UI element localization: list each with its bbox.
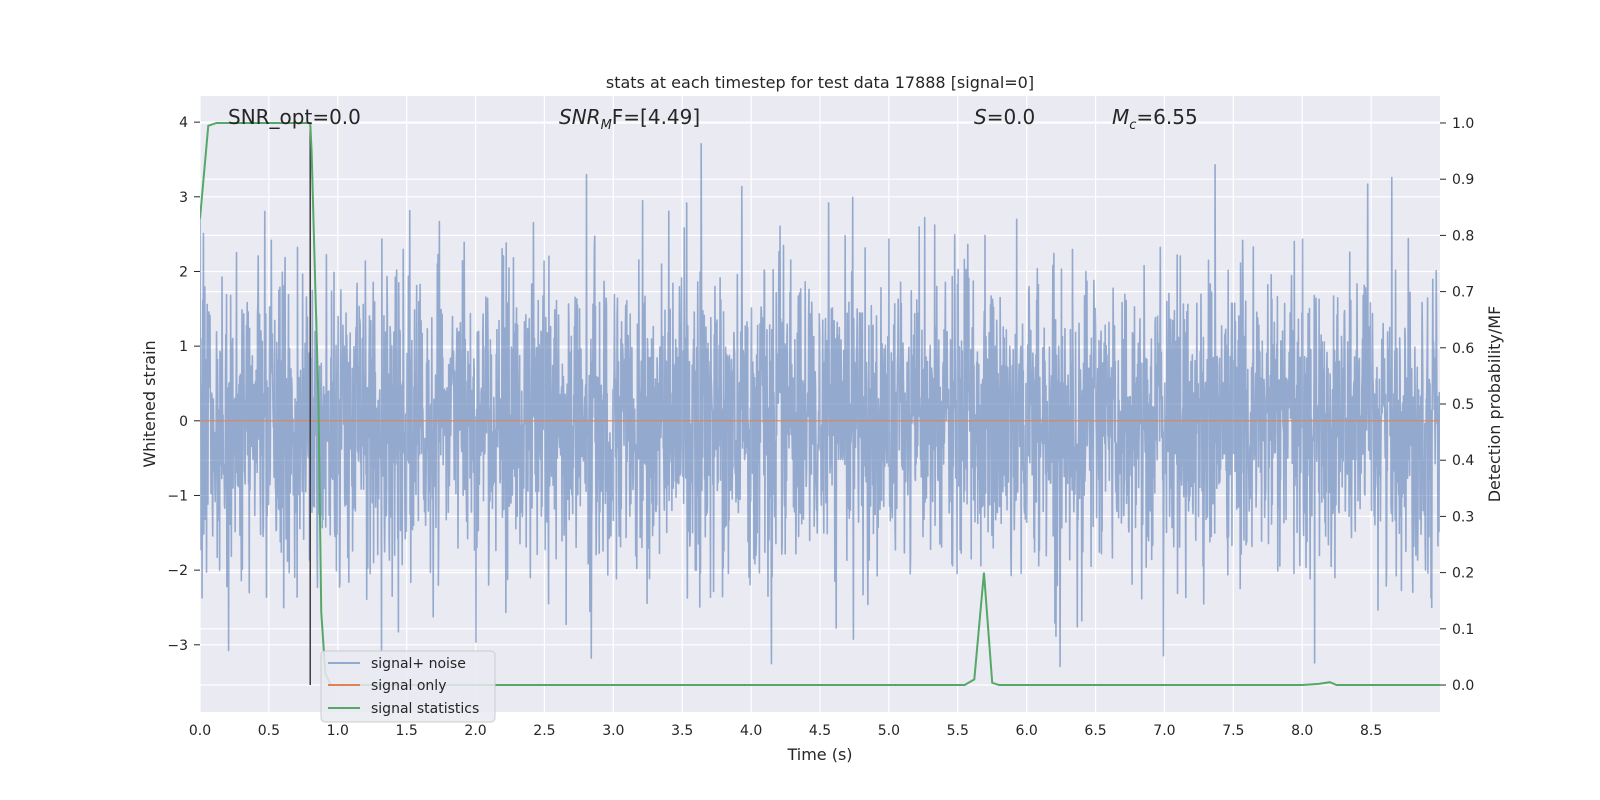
x-tick-label: 4.5 bbox=[809, 723, 831, 739]
x-tick-label: 6.5 bbox=[1084, 723, 1106, 739]
right-tick-label: 0.2 bbox=[1452, 566, 1474, 582]
y-tick-label: −3 bbox=[167, 638, 188, 654]
x-tick-label: 8.0 bbox=[1291, 723, 1313, 739]
annotation-mc: Mc=6.55 bbox=[1112, 105, 1198, 133]
y-tick-label: 2 bbox=[179, 264, 188, 280]
legend: signal+ noise signal only signal statist… bbox=[320, 650, 496, 723]
legend-label-signal-only: signal only bbox=[371, 678, 446, 694]
x-tick-label: 2.0 bbox=[464, 723, 486, 739]
x-tick-label: 6.0 bbox=[1016, 723, 1038, 739]
annotation-snr-opt: SNR_opt=0.0 bbox=[228, 105, 361, 129]
right-tick-label: 0.3 bbox=[1452, 509, 1474, 525]
right-axis-label: Detection probability/MF bbox=[1485, 306, 1504, 503]
x-tick-label: 5.5 bbox=[947, 723, 969, 739]
annotation-snr-mf-sub: M bbox=[601, 118, 612, 133]
x-tick-label: 0.5 bbox=[258, 723, 280, 739]
x-tick-label: 7.5 bbox=[1222, 723, 1244, 739]
right-tick-label: 0.9 bbox=[1452, 172, 1474, 188]
x-tick-label: 4.0 bbox=[740, 723, 762, 739]
x-tick-label: 5.0 bbox=[878, 723, 900, 739]
right-tick-label: 0.1 bbox=[1452, 622, 1474, 638]
x-tick-label: 0.0 bbox=[189, 723, 211, 739]
x-tick-label: 8.5 bbox=[1360, 723, 1382, 739]
right-tick-label: 0.4 bbox=[1452, 453, 1474, 469]
right-tick-label: 0.0 bbox=[1452, 678, 1474, 694]
series-signal-statistics bbox=[200, 121, 1440, 687]
right-tick-label: 0.6 bbox=[1452, 341, 1474, 357]
right-tick-label: 0.5 bbox=[1452, 397, 1474, 413]
x-axis-label: Time (s) bbox=[786, 745, 852, 764]
right-tick-label: 1.0 bbox=[1452, 116, 1474, 132]
right-tick-label: 0.8 bbox=[1452, 228, 1474, 244]
annotation-s: S=0.0 bbox=[974, 105, 1035, 129]
annotation-snr-mf-rest: F=[4.49] bbox=[612, 105, 700, 129]
annotation-snr-mf-main: SNR bbox=[559, 105, 601, 129]
x-tick-label: 1.5 bbox=[396, 723, 418, 739]
annotation-mc-rest: =6.55 bbox=[1136, 105, 1197, 129]
legend-box bbox=[320, 650, 496, 723]
x-tick-label: 3.5 bbox=[671, 723, 693, 739]
annotation-s-main: S bbox=[974, 105, 987, 129]
right-tick-labels: 1.0 0.9 0.8 0.7 0.6 0.5 0.4 0.3 0.2 0.1 0.0 bbox=[1440, 116, 1474, 694]
x-tick-labels: 0.0 0.5 1.0 1.5 2.0 2.5 3.0 3.5 4.0 4.5 5.0 5.5 6.0 6… bbox=[189, 723, 1382, 739]
y-tick-label: 1 bbox=[179, 339, 188, 355]
right-tick-label: 0.7 bbox=[1452, 285, 1474, 301]
x-tick-label: 7.0 bbox=[1153, 723, 1175, 739]
y-tick-label: 4 bbox=[179, 115, 188, 131]
y-tick-label: −1 bbox=[167, 488, 188, 504]
annotation-s-rest: =0.0 bbox=[987, 105, 1036, 129]
annotation-mc-main: M bbox=[1112, 105, 1129, 129]
annotation-mc-sub: c bbox=[1129, 118, 1136, 133]
y-tick-label: −2 bbox=[167, 563, 188, 579]
x-tick-label: 2.5 bbox=[533, 723, 555, 739]
legend-label-signal-statistics: signal statistics bbox=[371, 701, 479, 717]
series-signal-noise bbox=[200, 142, 1440, 668]
y-axis-label: Whitened strain bbox=[140, 340, 159, 467]
annotation-snr-mf: SNRMF=[4.49] bbox=[559, 105, 700, 133]
x-tick-label: 1.0 bbox=[327, 723, 349, 739]
chart-title: stats at each timestep for test data 178… bbox=[606, 73, 1034, 92]
y-tick-label: 0 bbox=[179, 414, 188, 430]
signal-noise-trace bbox=[200, 142, 1440, 668]
y-tick-label: 3 bbox=[179, 190, 188, 206]
x-tick-label: 3.0 bbox=[602, 723, 624, 739]
y-tick-labels: 4 3 2 1 0 −1 −2 −3 bbox=[167, 115, 200, 654]
legend-label-signal-noise: signal+ noise bbox=[371, 656, 466, 672]
